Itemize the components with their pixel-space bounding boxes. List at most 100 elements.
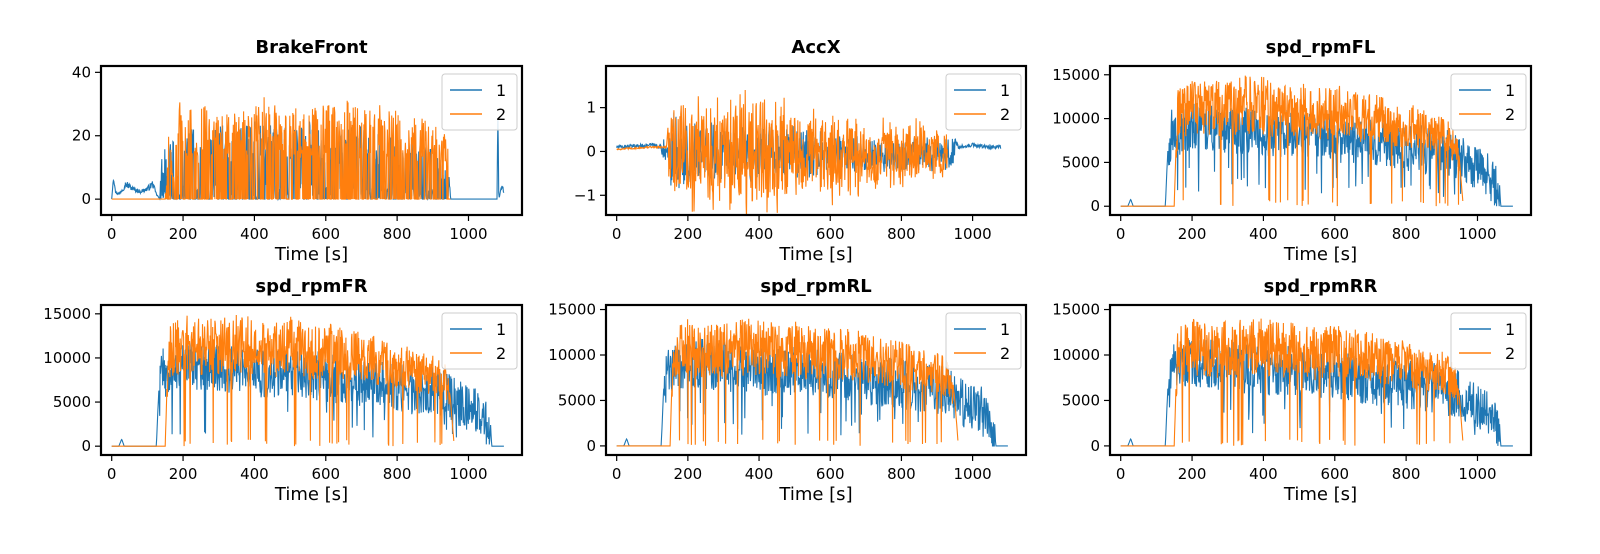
- x-tick-label: 800: [383, 225, 412, 243]
- subplot-1: BrakeFront 0 200 400 600 800 1000 0 20 40 Time [s]…: [72, 37, 524, 265]
- y-tick-label: 15000: [548, 301, 596, 319]
- series-line-2: [111, 314, 455, 447]
- legend-label-1: 1: [1505, 81, 1515, 100]
- legend-label-1: 1: [496, 320, 506, 339]
- y-tick-label: 0: [586, 142, 596, 160]
- x-tick-label: 400: [745, 225, 774, 243]
- x-tick-label: 0: [107, 465, 117, 483]
- legend-box: [1450, 73, 1527, 131]
- legend-box: [441, 73, 518, 131]
- plot-frame: [1108, 64, 1533, 217]
- x-tick-label: 400: [240, 225, 269, 243]
- x-tick-label: 400: [1249, 465, 1278, 483]
- chart-title: BrakeFront: [255, 37, 368, 58]
- legend-box: [945, 312, 1022, 370]
- legend-label-1: 1: [496, 81, 506, 100]
- x-axis-label: Time [s]: [274, 484, 348, 505]
- x-tick-label: 200: [1178, 225, 1207, 243]
- plot-frame: [99, 64, 524, 217]
- x-tick-label: 600: [311, 465, 340, 483]
- x-tick-label: 800: [887, 225, 916, 243]
- y-tick-label: 15000: [1052, 66, 1100, 84]
- y-tick-label: 5000: [558, 391, 596, 409]
- x-axis-label: Time [s]: [778, 244, 852, 265]
- y-tick-label: 10000: [43, 349, 91, 367]
- y-tick-label: 20: [72, 127, 91, 145]
- plot-frame: [99, 303, 524, 457]
- x-tick-label: 400: [1249, 225, 1278, 243]
- x-tick-label: 600: [311, 225, 340, 243]
- x-axis-label: Time [s]: [1283, 484, 1357, 505]
- x-tick-label: 200: [169, 225, 198, 243]
- legend-label-2: 2: [496, 105, 506, 124]
- y-tick-label: 0: [586, 437, 596, 455]
- x-tick-label: 200: [1178, 465, 1207, 483]
- x-tick-label: 600: [1320, 465, 1349, 483]
- series-line-2: [1120, 318, 1464, 447]
- y-tick-label: 10000: [1052, 346, 1100, 364]
- x-tick-label: 1000: [1458, 225, 1496, 243]
- x-tick-label: 600: [816, 225, 845, 243]
- y-tick-label: 5000: [1062, 391, 1100, 409]
- legend-box: [441, 312, 518, 370]
- x-tick-label: 0: [107, 225, 117, 243]
- legend-label-1: 1: [1505, 320, 1515, 339]
- chart-title: spd_rpmRL: [760, 276, 871, 297]
- series-line-2: [111, 97, 451, 200]
- series-line-2: [616, 318, 959, 447]
- x-tick-label: 1000: [449, 225, 487, 243]
- y-tick-label: 0: [1090, 197, 1100, 215]
- y-tick-label: 10000: [548, 346, 596, 364]
- x-tick-label: 200: [674, 465, 703, 483]
- y-tick-label: −1: [574, 186, 596, 204]
- x-tick-label: 1000: [449, 465, 487, 483]
- chart-title: spd_rpmRR: [1264, 276, 1378, 297]
- x-axis-label: Time [s]: [274, 244, 348, 265]
- x-tick-label: 800: [1392, 225, 1421, 243]
- y-tick-label: 0: [81, 437, 91, 455]
- series-line-2: [616, 89, 948, 215]
- legend: 12: [1450, 312, 1527, 370]
- x-tick-label: 1000: [954, 465, 992, 483]
- legend: 12: [1450, 73, 1527, 131]
- legend: 12: [441, 73, 518, 131]
- y-tick-label: 5000: [1062, 153, 1100, 171]
- x-tick-label: 400: [745, 465, 774, 483]
- series-line-2: [1120, 75, 1464, 207]
- legend-label-2: 2: [1000, 344, 1010, 363]
- x-axis-label: Time [s]: [778, 484, 852, 505]
- legend-label-2: 2: [1505, 344, 1515, 363]
- x-tick-label: 1000: [954, 225, 992, 243]
- y-tick-label: 0: [81, 190, 91, 208]
- x-tick-label: 800: [887, 465, 916, 483]
- x-tick-label: 200: [674, 225, 703, 243]
- legend-box: [1450, 312, 1527, 370]
- legend: 12: [945, 312, 1022, 370]
- x-tick-label: 600: [816, 465, 845, 483]
- chart-title: spd_rpmFR: [255, 276, 367, 297]
- y-tick-label: 1: [586, 99, 596, 117]
- y-tick-label: 10000: [1052, 110, 1100, 128]
- legend-label-1: 1: [1000, 320, 1010, 339]
- x-tick-label: 0: [612, 465, 622, 483]
- plot-frame: [604, 303, 1028, 457]
- x-tick-label: 1000: [1458, 465, 1496, 483]
- plot-frame: [1108, 303, 1533, 457]
- x-tick-label: 600: [1320, 225, 1349, 243]
- y-tick-label: 0: [1090, 437, 1100, 455]
- legend-box: [945, 73, 1022, 131]
- x-axis-label: Time [s]: [1283, 244, 1357, 265]
- legend-label-1: 1: [1000, 81, 1010, 100]
- x-tick-label: 0: [612, 225, 622, 243]
- y-tick-label: 15000: [43, 305, 91, 323]
- chart-title: spd_rpmFL: [1266, 37, 1376, 58]
- plot-frame: [604, 64, 1028, 217]
- chart-title: AccX: [791, 37, 840, 58]
- legend-label-2: 2: [496, 344, 506, 363]
- x-tick-label: 0: [1116, 465, 1126, 483]
